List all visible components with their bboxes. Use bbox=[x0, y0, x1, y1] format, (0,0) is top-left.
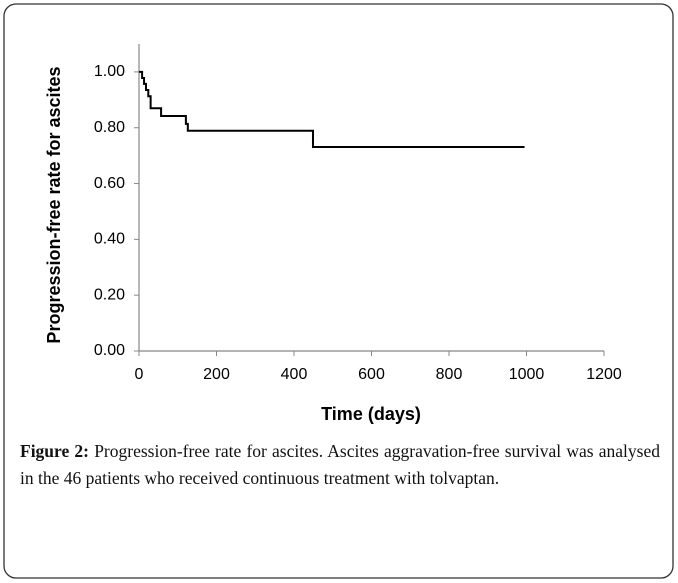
x-tick-label: 1200 bbox=[586, 366, 622, 383]
x-tick-label: 800 bbox=[436, 366, 463, 383]
x-tick-label: 1000 bbox=[509, 366, 545, 383]
y-tick-label: 0.20 bbox=[94, 286, 125, 303]
x-tick-label: 200 bbox=[203, 366, 230, 383]
y-axis-label: Progression-free rate for ascites bbox=[44, 66, 64, 343]
y-tick-label: 0.40 bbox=[94, 231, 125, 248]
caption-label: Figure 2: bbox=[20, 441, 90, 461]
x-tick-label: 600 bbox=[358, 366, 385, 383]
y-tick-label: 0.60 bbox=[94, 175, 125, 192]
x-tick-label: 0 bbox=[135, 366, 144, 383]
frame bbox=[3, 3, 674, 579]
y-tick-label: 0.00 bbox=[94, 342, 125, 359]
caption-text: Progression-free rate for ascites. Ascit… bbox=[20, 441, 660, 488]
y-tick-label: 1.00 bbox=[94, 63, 125, 80]
caption: Figure 2: Progression-free rate for asci… bbox=[20, 438, 660, 491]
y-tick-label: 0.80 bbox=[94, 119, 125, 136]
x-tick-label: 400 bbox=[281, 366, 308, 383]
x-axis-label: Time (days) bbox=[321, 404, 421, 424]
survival-line bbox=[139, 70, 525, 148]
